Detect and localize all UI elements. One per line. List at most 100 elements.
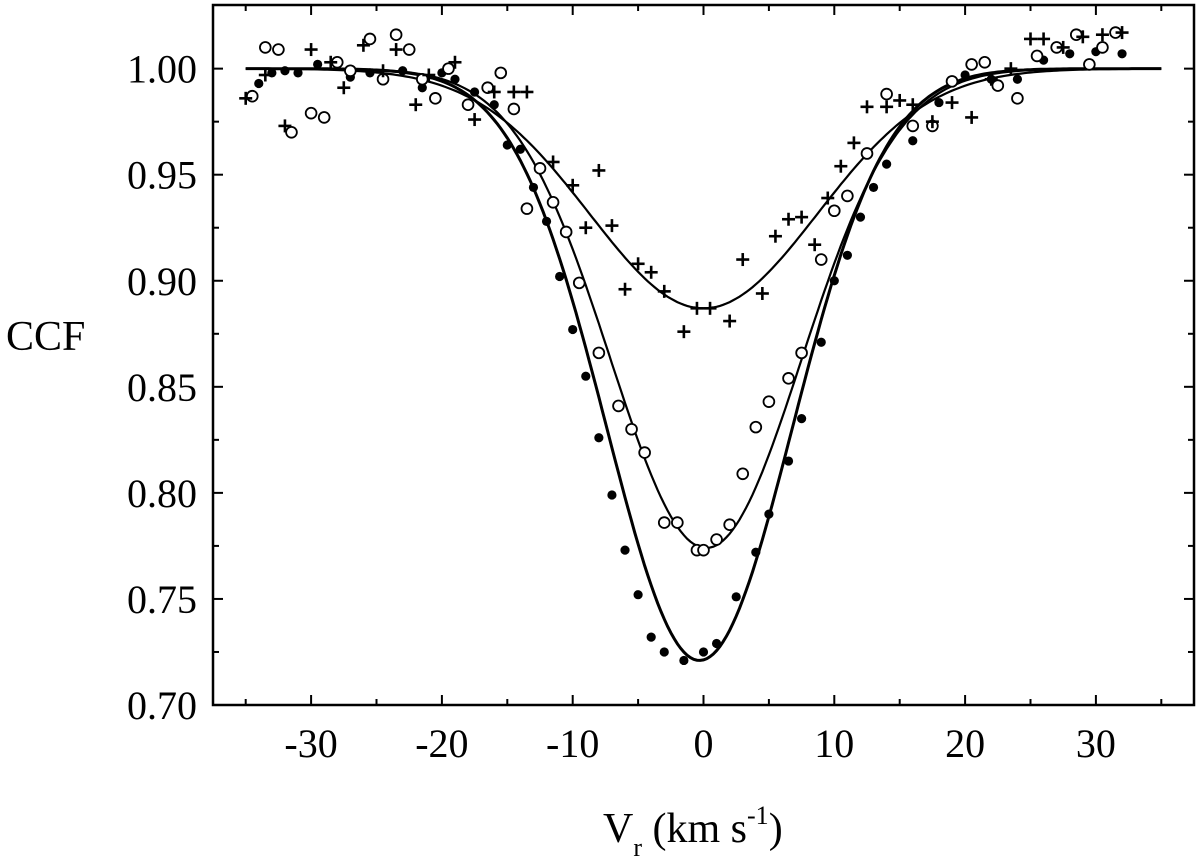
- filled-circle-point: [398, 66, 408, 76]
- open-circle-point: [494, 66, 508, 80]
- plus-point: [893, 93, 907, 107]
- plus-point: [258, 68, 272, 82]
- x-tick-label: -20: [415, 721, 468, 766]
- plus-point: [422, 68, 436, 82]
- plus-point: [337, 81, 351, 95]
- open-circle-point: [285, 125, 298, 139]
- open-circle-point: [697, 543, 710, 557]
- filled-circle-point: [679, 655, 689, 666]
- open-circle-point: [389, 28, 403, 41]
- open-circle-point: [625, 422, 638, 436]
- plus-point: [703, 301, 717, 315]
- filled-circle-point: [417, 83, 427, 93]
- open-circle-point: [723, 518, 736, 531]
- filled-circle-point: [607, 490, 617, 500]
- filled-circle-point: [882, 159, 892, 169]
- open-circle-point: [749, 420, 763, 434]
- plot-frame: [211, 3, 1196, 707]
- open-circle-point: [461, 98, 475, 111]
- plus-point: [925, 115, 939, 129]
- filled-circle-point: [633, 590, 643, 600]
- filled-circle-point: [698, 647, 709, 657]
- open-circle-point: [1096, 41, 1109, 54]
- filled-circle-point: [868, 182, 879, 193]
- filled-circle-point: [1117, 49, 1127, 59]
- plus-point: [821, 191, 835, 205]
- filled-circle-point: [489, 100, 499, 110]
- plus-point: [239, 91, 253, 105]
- plus-point: [592, 163, 606, 177]
- open-circle-point: [795, 346, 808, 360]
- open-circle-point: [638, 446, 651, 459]
- open-circle-point: [671, 516, 684, 529]
- y-tick-label: 0.75: [127, 577, 197, 622]
- open-circle-point: [814, 253, 828, 266]
- filled-circle-point: [731, 592, 741, 602]
- filled-circle-point: [829, 276, 839, 286]
- open-circle-point: [841, 189, 854, 203]
- plus-point: [677, 325, 691, 339]
- filled-circle-point: [365, 68, 375, 78]
- plus-point: [808, 238, 822, 252]
- plus-point: [847, 136, 861, 150]
- plus-point: [1004, 62, 1018, 76]
- plus-point: [690, 301, 704, 315]
- open-circle-point: [978, 55, 992, 69]
- open-circle-point: [317, 111, 331, 124]
- plus-point: [1024, 32, 1037, 46]
- plus-point: [278, 119, 292, 133]
- filled-circle-point: [960, 70, 970, 80]
- filled-circle-point: [1065, 49, 1075, 59]
- open-circle-point: [710, 533, 723, 546]
- plus-point: [1056, 40, 1070, 54]
- filled-circle-point: [620, 545, 630, 555]
- open-circle-point: [533, 162, 547, 175]
- plus-point: [356, 38, 370, 52]
- plus-point: [906, 98, 920, 112]
- open-circle-point: [429, 92, 442, 105]
- y-tick-label: 0.80: [127, 471, 197, 516]
- open-circle-point: [1069, 28, 1083, 41]
- x-tick-label: 10: [814, 721, 854, 766]
- open-circle-point: [965, 58, 978, 71]
- filled-circle-point: [764, 509, 774, 519]
- plus-point: [507, 85, 521, 99]
- filled-circle-point: [855, 212, 866, 222]
- x-tick-label: 20: [945, 721, 985, 766]
- open-circle-point: [344, 64, 357, 78]
- filled-circle-point: [659, 647, 669, 657]
- plus-point: [1115, 26, 1129, 40]
- plus-point: [768, 229, 782, 243]
- plus-point: [605, 219, 619, 233]
- filled-circle-point: [783, 456, 794, 466]
- filled-circle-point: [816, 337, 826, 347]
- filled-circle-point: [450, 74, 460, 84]
- filled-circle-point: [293, 68, 303, 78]
- filled-circle-point: [751, 547, 761, 557]
- fit-plus-curve: [245, 67, 1162, 310]
- x-tick-label: -10: [546, 721, 599, 766]
- plus-point: [468, 113, 482, 127]
- x-tick-label: 0: [694, 721, 714, 766]
- plus-point: [546, 155, 560, 169]
- plus-point: [736, 253, 750, 267]
- filled-circle-point: [797, 414, 807, 424]
- open-circle-point: [1011, 92, 1024, 105]
- plus-point: [566, 178, 580, 192]
- filled-circle-point: [280, 66, 290, 76]
- open-circle-point: [612, 399, 625, 413]
- filled-circle-point: [555, 271, 565, 282]
- filled-circle-point: [1012, 74, 1023, 84]
- x-tick-label: -30: [284, 721, 337, 766]
- x-tick-label: 30: [1076, 721, 1116, 766]
- open-circle-point: [945, 75, 959, 88]
- x-axis-title-superscript: -1: [747, 801, 769, 830]
- open-circle-point: [520, 202, 534, 215]
- fit-filled-curve: [245, 67, 1162, 662]
- plus-point: [631, 257, 645, 271]
- plus-point: [782, 212, 796, 226]
- plus-point: [304, 43, 318, 57]
- open-circle-point: [592, 346, 606, 360]
- plus-point: [945, 96, 959, 110]
